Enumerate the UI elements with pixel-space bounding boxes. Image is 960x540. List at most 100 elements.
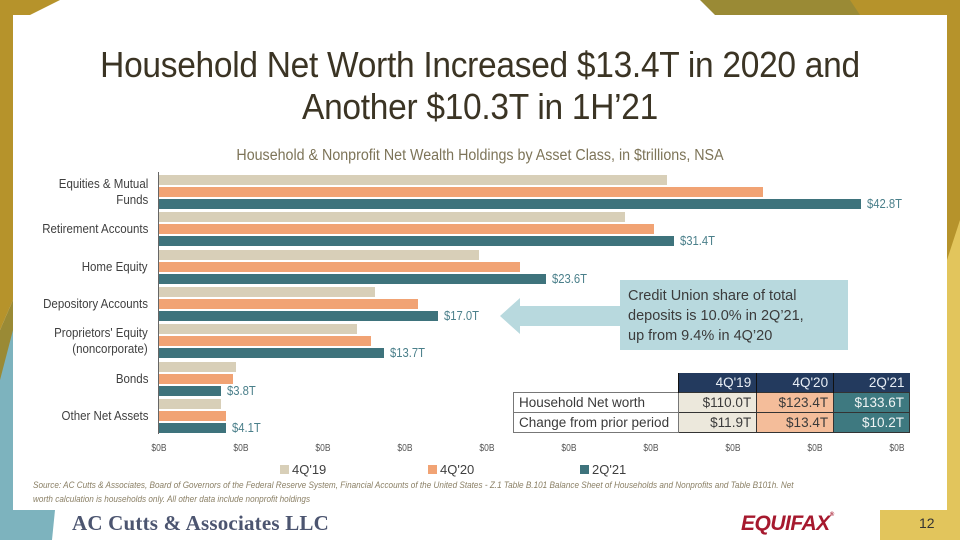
table-header-blank [514,373,679,393]
slide-title: Household Net Worth Increased $13.4T in … [52,44,908,128]
chart-title: Household & Nonprofit Net Wealth Holding… [236,147,724,164]
x-tick-label: $0B [889,443,905,454]
x-tick-label: $0B [479,443,495,454]
legend-label-4q19: 4Q'19 [292,462,327,477]
table-header-row: 4Q'19 4Q'20 2Q'21 [514,373,910,393]
bar-4q20 [159,299,418,309]
bar-4q20 [159,336,371,346]
table-row-label: Household Net worth [512,392,680,413]
table-cell: $11.9T [678,412,758,433]
category-label-line: Other Net Assets [61,409,148,423]
legend-swatch-2q21 [580,465,589,474]
x-tick-label: $0B [643,443,659,454]
bar-2q21 [159,236,674,246]
category-label: Equities & Mutual Funds [59,176,148,208]
bar-2q21 [159,274,546,284]
category-label: Other Net Assets [61,408,148,424]
data-label-2q21: $31.4T [680,234,716,248]
source-line2: worth calculation is households only. Al… [33,494,311,505]
bar-2q21 [159,199,861,209]
ac-cutts-logo: AC Cutts & Associates LLC [72,511,329,535]
category-label: Bonds [115,371,148,387]
table-cell: $123.4T [756,392,835,413]
equifax-logo-text: EQUIFAX [741,512,830,535]
table-cell: $110.0T [678,392,758,413]
category-label-line: Equities & Mutual [58,177,148,191]
data-label-2q21: $4.1T [232,421,261,435]
category-label-line: (noncorporate) [72,342,148,356]
table-header-4q20: 4Q'20 [756,373,834,393]
bar-4q20 [159,187,763,197]
bar-4q19 [159,287,375,297]
bar-4q20 [159,411,226,421]
bar-2q21 [159,311,438,321]
category-label: Home Equity [82,259,148,275]
bar-4q19 [159,324,357,334]
page-number: 12 [919,515,935,531]
net-worth-summary-table: 4Q'19 4Q'20 2Q'21 Household Net worth $1… [512,373,910,433]
slide-title-line1: Household Net Worth Increased $13.4T in … [100,44,860,85]
y-axis-line [158,172,159,434]
x-tick-label: $0B [725,443,741,454]
category-label: Retirement Accounts [42,221,148,237]
bar-4q19 [159,362,236,372]
bar-2q21 [159,348,384,358]
data-label-2q21: $17.0T [444,309,480,323]
bar-4q19 [159,399,221,409]
source-note: Source: AC Cutts & Associates, Board of … [33,479,913,507]
legend-item-2q21: 2Q'21 [580,462,626,477]
category-label: Depository Accounts [43,296,148,312]
bar-4q20 [159,224,654,234]
bg-lightgold-bottom [873,510,947,540]
category-label-line: Proprietors' Equity [54,326,148,340]
bg-lightgold-right [947,220,960,540]
x-tick-label: $0B [315,443,331,454]
table-row: Change from prior period $11.9T $13.4T $… [512,412,910,433]
bar-4q19 [159,175,667,185]
equifax-logo: EQUIFAX® [741,512,834,536]
legend-label-2q21: 2Q'21 [592,462,627,477]
callout-line2: deposits is 10.0% in 2Q’21, [628,308,804,324]
legend-label-4q20: 4Q'20 [440,462,475,477]
legend-swatch-4q19 [280,465,289,474]
legend-item-4q19: 4Q'19 [280,462,326,477]
x-tick-label: $0B [397,443,413,454]
bar-4q19 [159,212,625,222]
data-label-2q21: $23.6T [552,272,588,286]
bar-2q21 [159,386,221,396]
table-cell: $10.2T [833,412,910,433]
category-label-line: Bonds [115,372,148,386]
bar-2q21 [159,423,226,433]
slide-title-line2: Another $10.3T in 1H’21 [302,86,658,127]
data-label-2q21: $13.7T [390,346,426,360]
callout-line1: Credit Union share of total [628,288,797,304]
table-header-2q21: 2Q'21 [833,373,910,393]
category-label: Proprietors' Equity (noncorporate) [54,325,148,357]
x-tick-label: $0B [233,443,249,454]
data-label-2q21: $42.8T [867,197,903,211]
x-tick-label: $0B [807,443,823,454]
table-row: Household Net worth $110.0T $123.4T $133… [512,392,910,413]
legend-item-4q20: 4Q'20 [428,462,474,477]
x-tick-label: $0B [561,443,577,454]
bar-4q20 [159,262,520,272]
category-label-line: Depository Accounts [43,297,148,311]
table-row-label: Change from prior period [512,412,680,433]
bg-gold-left [0,0,60,330]
callout-line3: up from 9.4% in 4Q’20 [628,328,773,344]
category-label-line: Retirement Accounts [41,222,148,236]
legend-swatch-4q20 [428,465,437,474]
table-header-4q19: 4Q'19 [678,373,757,393]
bar-4q19 [159,250,479,260]
x-tick-label: $0B [151,443,167,454]
table-cell: $13.4T [756,412,835,433]
callout-arrow-icon [500,298,622,334]
category-label-line: Funds [116,193,148,207]
bg-teal-left [0,330,55,540]
data-label-2q21: $3.8T [227,384,256,398]
bar-4q20 [159,374,233,384]
source-line1: Source: AC Cutts & Associates, Board of … [33,480,794,491]
credit-union-callout: Credit Union share of total deposits is … [620,280,848,350]
table-cell: $133.6T [833,392,910,413]
